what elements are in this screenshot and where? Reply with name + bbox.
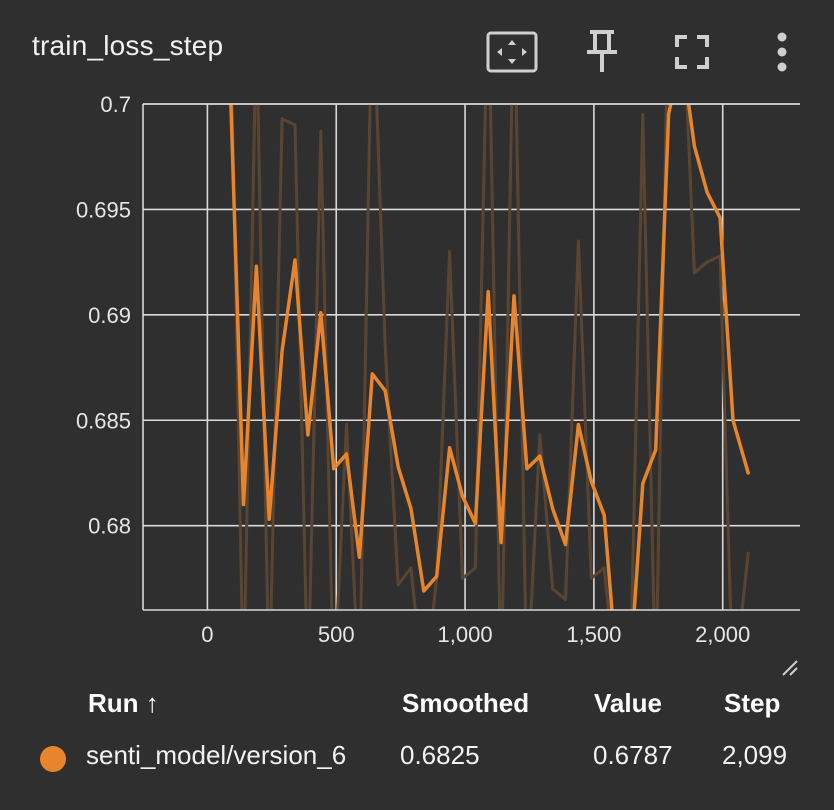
smoothed-value: 0.6825 <box>400 740 480 771</box>
x-tick-label: 2,000 <box>695 622 750 647</box>
y-tick-label: 0.695 <box>76 197 131 222</box>
run-color-swatch[interactable] <box>40 746 66 772</box>
run-name: senti_model/version_6 <box>86 740 346 771</box>
chart-area[interactable]: 0 500 1,000 1,500 2,000 0.68 0.685 0.69 0.695 0.7 <box>0 0 834 680</box>
y-tick-label: 0.68 <box>88 514 131 539</box>
col-header-step: Step <box>724 688 780 719</box>
x-tick-label: 1,500 <box>566 622 621 647</box>
resize-handle-icon[interactable] <box>783 661 797 675</box>
x-tick-label: 0 <box>201 622 213 647</box>
y-tick-label: 0.7 <box>100 92 131 117</box>
col-header-smoothed: Smoothed <box>402 688 529 719</box>
y-tick-label: 0.69 <box>88 303 131 328</box>
col-header-run[interactable]: Run ↑ <box>88 688 159 719</box>
y-tick-label: 0.685 <box>76 408 131 433</box>
raw-value: 0.6787 <box>593 740 673 771</box>
x-tick-label: 500 <box>318 622 355 647</box>
smoothed-series-line <box>231 51 749 673</box>
col-header-value: Value <box>594 688 662 719</box>
step-value: 2,099 <box>722 740 787 771</box>
x-tick-label: 1,000 <box>438 622 493 647</box>
